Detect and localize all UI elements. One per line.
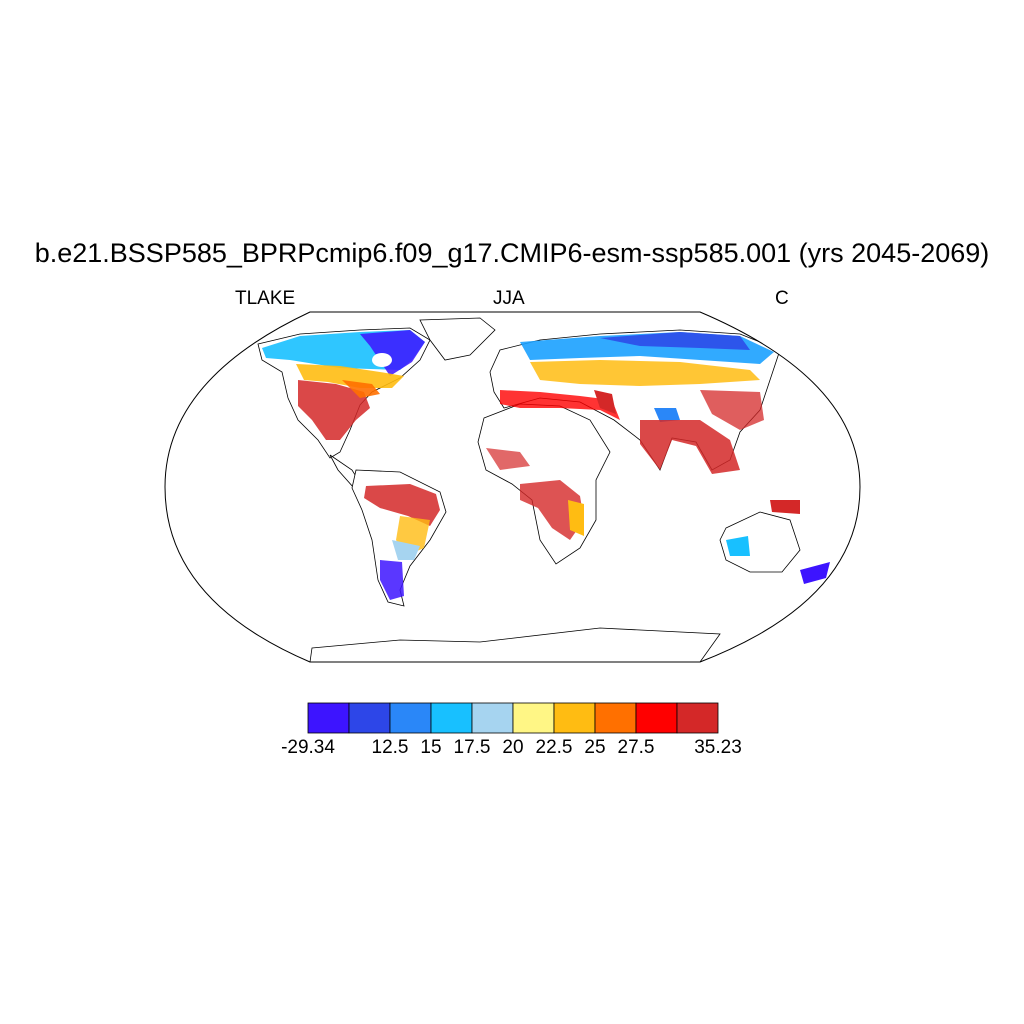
colorbar-swatch [635, 702, 678, 734]
colorbar-tick-label: -29.34 [281, 737, 335, 758]
colorbar-swatch [389, 702, 432, 734]
season-label: JJA [493, 288, 525, 309]
colorbar-swatch [512, 702, 555, 734]
colorbar-swatch [553, 702, 596, 734]
plot-title: b.e21.BSSP585_BPRPcmip6.f09_g17.CMIP6-es… [34, 238, 990, 268]
colorbar-tick-label: 22.5 [535, 737, 573, 758]
colorbar-swatch [594, 702, 637, 734]
colorbar-swatch [471, 702, 514, 734]
colorbar-swatch [348, 702, 391, 734]
antarctica-land [309, 627, 721, 662]
field-patches [262, 330, 830, 600]
australia-land [719, 511, 801, 573]
colorbar-tick-label: 12.5 [371, 737, 409, 758]
greenland-land [419, 317, 496, 361]
colorbar-tick-label: 25 [584, 737, 606, 758]
colorbar-tick-label: 27.5 [617, 737, 655, 758]
variable-label: TLAKE [235, 288, 296, 309]
colorbar-tick-label: 15 [420, 737, 442, 758]
colorbar-tick-label: 17.5 [453, 737, 491, 758]
colorbar-tick-label: 35.23 [694, 737, 742, 758]
map-boundary [164, 311, 861, 663]
colorbar-swatch [307, 702, 350, 734]
units-label: C [775, 288, 789, 309]
colorbar-swatch [676, 702, 719, 734]
colorbar-tick-label: 20 [502, 737, 524, 758]
colorbar-swatch [430, 702, 473, 734]
